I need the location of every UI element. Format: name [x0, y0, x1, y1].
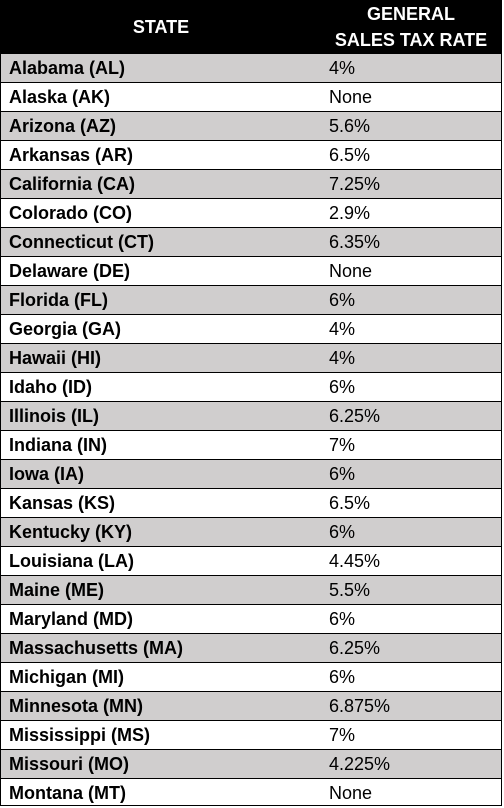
rate-cell: 6.25%	[329, 637, 381, 658]
state-cell: Alabama (AL)	[9, 57, 126, 78]
state-cell: Arizona (AZ)	[9, 115, 116, 136]
rate-cell: None	[329, 782, 373, 803]
table-row: Alabama (AL) 4%	[1, 53, 501, 82]
table-row: Massachusetts (MA) 6.25%	[1, 633, 501, 662]
table-row: Georgia (GA) 4%	[1, 314, 501, 343]
table-row: Connecticut (CT) 6.35%	[1, 227, 501, 256]
rate-cell: 6%	[329, 463, 356, 484]
table-row: Hawaii (HI) 4%	[1, 343, 501, 372]
rate-cell: 6.875%	[329, 695, 391, 716]
rate-cell: 2.9%	[329, 202, 371, 223]
state-cell: Connecticut (CT)	[9, 231, 154, 252]
table-row: Louisiana (LA) 4.45%	[1, 546, 501, 575]
rate-cell: 4.45%	[329, 550, 381, 571]
table-row: Kentucky (KY) 6%	[1, 517, 501, 546]
state-cell: Montana (MT)	[9, 782, 126, 803]
rate-cell: 6.5%	[329, 144, 371, 165]
table-row: Maryland (MD) 6%	[1, 604, 501, 633]
rate-cell: 4%	[329, 347, 356, 368]
table-row: Colorado (CO) 2.9%	[1, 198, 501, 227]
state-cell: Florida (FL)	[9, 289, 108, 310]
state-cell: Iowa (IA)	[9, 463, 84, 484]
state-cell: Kansas (KS)	[9, 492, 116, 513]
table-row: Illinois (IL) 6.25%	[1, 401, 501, 430]
state-cell: Mississippi (MS)	[9, 724, 151, 745]
table-row: Alaska (AK) None	[1, 82, 501, 111]
rate-cell: 6.35%	[329, 231, 381, 252]
rate-cell: 4%	[329, 57, 356, 78]
rate-cell: 6%	[329, 666, 356, 687]
state-cell: Maine (ME)	[9, 579, 105, 600]
rate-cell: 5.6%	[329, 115, 371, 136]
table-row: Kansas (KS) 6.5%	[1, 488, 501, 517]
state-cell: Louisiana (LA)	[9, 550, 134, 571]
table-row: Arizona (AZ) 5.6%	[1, 111, 501, 140]
table-row: Florida (FL) 6%	[1, 285, 501, 314]
state-cell: Michigan (MI)	[9, 666, 124, 687]
table-row: Montana (MT) None	[1, 778, 501, 807]
table-row: Michigan (MI) 6%	[1, 662, 501, 691]
state-cell: Delaware (DE)	[9, 260, 131, 281]
state-cell: California (CA)	[9, 173, 135, 194]
table-header: STATE GENERAL SALES TAX RATE	[1, 1, 501, 53]
table-row: Mississippi (MS) 7%	[1, 720, 501, 749]
state-cell: Arkansas (AR)	[9, 144, 134, 165]
state-cell: Missouri (MO)	[9, 753, 129, 774]
rate-cell: 6.5%	[329, 492, 371, 513]
rate-cell: 6%	[329, 521, 356, 542]
table-row: Minnesota (MN) 6.875%	[1, 691, 501, 720]
rate-cell: None	[329, 86, 373, 107]
rate-cell: 6%	[329, 289, 356, 310]
table-row: Arkansas (AR) 6.5%	[1, 140, 501, 169]
state-cell: Illinois (IL)	[9, 405, 99, 426]
table-row: Missouri (MO) 4.225%	[1, 749, 501, 778]
rate-cell: 5.5%	[329, 579, 371, 600]
state-cell: Massachusetts (MA)	[9, 637, 184, 658]
rate-column-header: GENERAL SALES TAX RATE	[321, 1, 501, 53]
rate-cell: None	[329, 260, 373, 281]
state-cell: Idaho (ID)	[9, 376, 92, 397]
state-cell: Alaska (AK)	[9, 86, 111, 107]
state-column-header: STATE	[132, 16, 190, 37]
rate-cell: 7%	[329, 724, 356, 745]
table-row: Maine (ME) 5.5%	[1, 575, 501, 604]
table-row: California (CA) 7.25%	[1, 169, 501, 198]
state-cell: Minnesota (MN)	[9, 695, 143, 716]
state-cell: Maryland (MD)	[9, 608, 134, 629]
state-cell: Indiana (IN)	[9, 434, 107, 455]
state-cell: Kentucky (KY)	[9, 521, 133, 542]
table-row: Iowa (IA) 6%	[1, 459, 501, 488]
table-row: Indiana (IN) 7%	[1, 430, 501, 459]
rate-cell: 6%	[329, 608, 356, 629]
rate-cell: 7%	[329, 434, 356, 455]
table-body: Alabama (AL) 4% Alaska (AK) None Arizona (AZ…	[1, 53, 501, 807]
state-cell: Colorado (CO)	[9, 202, 132, 223]
state-cell: Hawaii (HI)	[9, 347, 102, 368]
table-row: Idaho (ID) 6%	[1, 372, 501, 401]
rate-cell: 7.25%	[329, 173, 381, 194]
rate-cell: 6.25%	[329, 405, 381, 426]
table-row: Delaware (DE) None	[1, 256, 501, 285]
rate-cell: 4.225%	[329, 753, 391, 774]
rate-header-line-2: SALES TAX RATE	[334, 30, 488, 50]
state-cell: Georgia (GA)	[9, 318, 122, 339]
rate-cell: 4%	[329, 318, 356, 339]
rate-header-line-1: GENERAL	[366, 4, 455, 24]
rate-cell: 6%	[329, 376, 356, 397]
